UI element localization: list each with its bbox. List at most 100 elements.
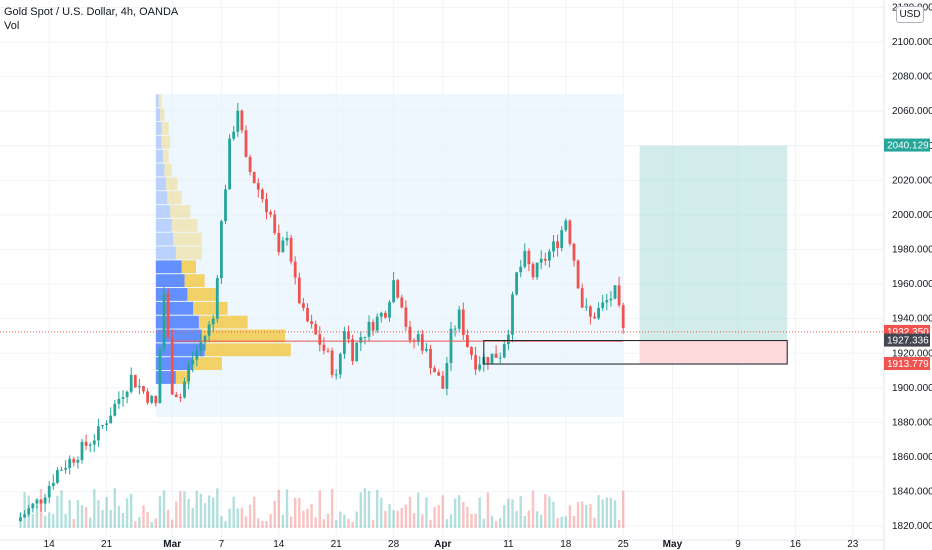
- price-label-badge[interactable]: [884, 333, 930, 347]
- candle-body[interactable]: [51, 482, 55, 486]
- candle-body[interactable]: [236, 110, 240, 132]
- candle-body[interactable]: [621, 305, 625, 329]
- candle-body[interactable]: [183, 381, 186, 398]
- candle-body[interactable]: [154, 396, 158, 404]
- candle-body[interactable]: [338, 353, 342, 375]
- candle-body[interactable]: [306, 308, 309, 322]
- candle-body[interactable]: [211, 318, 215, 325]
- candle-body[interactable]: [174, 394, 178, 398]
- candle-body[interactable]: [425, 348, 428, 351]
- candle-body[interactable]: [220, 221, 223, 279]
- candle-body[interactable]: [384, 312, 387, 318]
- candle-body[interactable]: [109, 415, 113, 424]
- candle-body[interactable]: [400, 297, 404, 308]
- candle-body[interactable]: [388, 302, 391, 318]
- candle-body[interactable]: [199, 342, 203, 351]
- candle-body[interactable]: [191, 359, 195, 365]
- candle-body[interactable]: [72, 458, 76, 463]
- candle-body[interactable]: [433, 368, 436, 373]
- candle-body[interactable]: [121, 397, 125, 399]
- candle-body[interactable]: [310, 321, 313, 324]
- candle-body[interactable]: [187, 364, 190, 382]
- candle-body[interactable]: [23, 514, 26, 518]
- candle-body[interactable]: [589, 306, 592, 317]
- candle-body[interactable]: [64, 467, 67, 470]
- candle-body[interactable]: [556, 241, 559, 248]
- price-label-badge[interactable]: [884, 138, 930, 152]
- candle-body[interactable]: [179, 397, 182, 399]
- candle-body[interactable]: [162, 293, 166, 350]
- candle-body[interactable]: [97, 426, 100, 441]
- candle-body[interactable]: [576, 260, 580, 289]
- candle-body[interactable]: [240, 110, 244, 131]
- candle-body[interactable]: [47, 485, 51, 498]
- candle-body[interactable]: [330, 350, 334, 375]
- candle-body[interactable]: [572, 243, 576, 261]
- volume-label[interactable]: Vol: [4, 20, 20, 32]
- candle-body[interactable]: [150, 396, 154, 403]
- candle-body[interactable]: [351, 338, 354, 362]
- candle-body[interactable]: [502, 344, 506, 358]
- candle-body[interactable]: [281, 240, 285, 253]
- candle-body[interactable]: [27, 508, 31, 515]
- candle-body[interactable]: [429, 348, 432, 369]
- candle-body[interactable]: [195, 350, 199, 360]
- candle-body[interactable]: [396, 280, 400, 298]
- candle-body[interactable]: [507, 334, 510, 345]
- candle-body[interactable]: [601, 302, 605, 308]
- candle-body[interactable]: [359, 337, 363, 343]
- candle-body[interactable]: [261, 189, 264, 200]
- symbol-title[interactable]: Gold Spot / U.S. Dollar, 4h, OANDA: [4, 6, 179, 18]
- candle-body[interactable]: [138, 386, 141, 388]
- candle-body[interactable]: [371, 321, 375, 331]
- candle-body[interactable]: [490, 353, 494, 364]
- candle-body[interactable]: [142, 386, 145, 392]
- candle-body[interactable]: [515, 272, 518, 295]
- candle-body[interactable]: [166, 293, 170, 337]
- candle-body[interactable]: [453, 328, 457, 330]
- long-position-stop-zone[interactable]: [639, 340, 788, 365]
- candle-body[interactable]: [314, 323, 318, 335]
- candle-body[interactable]: [35, 499, 39, 504]
- candle-body[interactable]: [449, 328, 453, 364]
- candle-body[interactable]: [224, 189, 227, 222]
- candle-body[interactable]: [474, 355, 477, 370]
- candle-body[interactable]: [133, 374, 137, 388]
- candle-body[interactable]: [531, 264, 535, 278]
- candle-body[interactable]: [617, 285, 621, 306]
- candle-body[interactable]: [498, 357, 502, 359]
- candle-body[interactable]: [232, 131, 236, 139]
- candle-body[interactable]: [76, 460, 80, 463]
- candle-body[interactable]: [613, 285, 617, 299]
- candle-body[interactable]: [252, 171, 256, 183]
- candle-body[interactable]: [367, 321, 371, 337]
- candle-body[interactable]: [437, 372, 441, 376]
- candle-body[interactable]: [494, 353, 498, 358]
- candle-body[interactable]: [441, 375, 445, 389]
- candle-body[interactable]: [285, 237, 289, 241]
- candle-body[interactable]: [511, 294, 514, 335]
- candle-body[interactable]: [343, 331, 346, 354]
- candle-body[interactable]: [392, 280, 395, 303]
- candle-body[interactable]: [486, 356, 490, 364]
- currency-badge[interactable]: USD: [896, 6, 924, 23]
- candle-body[interactable]: [457, 309, 461, 329]
- candle-body[interactable]: [256, 182, 260, 190]
- candle-body[interactable]: [584, 306, 588, 308]
- candle-body[interactable]: [375, 316, 379, 331]
- candle-body[interactable]: [203, 335, 207, 343]
- candle-body[interactable]: [146, 391, 149, 403]
- candle-body[interactable]: [597, 307, 600, 319]
- candle-body[interactable]: [56, 470, 59, 483]
- candle-body[interactable]: [408, 326, 412, 341]
- candle-body[interactable]: [548, 251, 551, 261]
- candle-body[interactable]: [334, 374, 338, 376]
- candle-body[interactable]: [470, 347, 473, 356]
- candle-body[interactable]: [404, 307, 408, 327]
- candle-body[interactable]: [347, 331, 350, 339]
- candle-body[interactable]: [355, 342, 359, 362]
- candle-body[interactable]: [519, 266, 523, 273]
- candle-body[interactable]: [379, 312, 383, 317]
- order-block-box[interactable]: [483, 340, 788, 365]
